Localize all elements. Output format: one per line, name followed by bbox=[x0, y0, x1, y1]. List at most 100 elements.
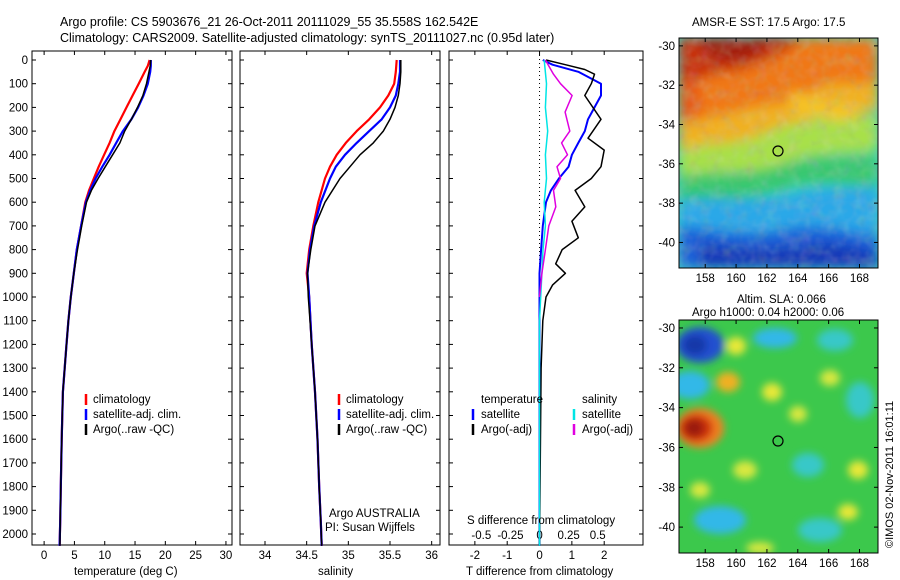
latitude-tick-label: -38 bbox=[658, 198, 675, 210]
legend-label-climatology: climatology bbox=[93, 394, 151, 406]
sst-map-axes: 158 160 162 164 166 168 -30 -32 -34 -36 -38 -40 bbox=[658, 38, 878, 285]
series-line-s-argo-adj bbox=[538, 59, 573, 298]
latitude-tick-label: -30 bbox=[658, 41, 675, 53]
depth-tick-label: 500 bbox=[9, 174, 28, 186]
depth-tick-label: 1000 bbox=[2, 292, 28, 304]
temperature-tick-label: 0 bbox=[41, 550, 47, 562]
depth-tick-label: 300 bbox=[9, 126, 28, 138]
difference-plot: -2 -1 0 1 2-0.5 -0.25 0 0.25 0.5 bbox=[449, 51, 643, 562]
argo-location-marker bbox=[772, 145, 784, 157]
legend-label-climatology: climatology bbox=[346, 394, 404, 406]
header-line1: Argo profile: CS 5903676_21 26-Oct-2011 … bbox=[60, 15, 478, 29]
temperature-tick-label: 30 bbox=[220, 550, 233, 562]
s-difference-tick-label: 0.5 bbox=[590, 530, 606, 542]
latitude-tick-label: -36 bbox=[658, 159, 675, 171]
depth-tick-label: 2000 bbox=[2, 529, 28, 541]
longitude-tick-label: 166 bbox=[819, 273, 838, 285]
salinity-axis-label: salinity bbox=[318, 566, 353, 578]
longitude-tick-label: 168 bbox=[850, 273, 869, 285]
legend-label-s-satellite: satellite bbox=[582, 409, 621, 421]
imos-credit: ©IMOS 02-Nov-2011 16:01:11 bbox=[884, 401, 896, 548]
salinity-tick-label: 34 bbox=[259, 550, 272, 562]
depth-tick-label: 1200 bbox=[2, 339, 28, 351]
longitude-tick-label: 160 bbox=[726, 273, 745, 285]
latitude-tick-label: -36 bbox=[658, 442, 675, 454]
t-difference-tick-label: 1 bbox=[569, 550, 575, 562]
s-difference-axis-label: S difference from climatology bbox=[467, 515, 615, 527]
temperature-tick-label: 20 bbox=[159, 550, 172, 562]
t-difference-tick-label: -2 bbox=[470, 550, 480, 562]
depth-tick-label: 1100 bbox=[3, 316, 28, 328]
temperature-tick-label: 15 bbox=[129, 550, 142, 562]
s-difference-tick-label: -0.25 bbox=[497, 530, 523, 542]
s-difference-tick-label: 0.25 bbox=[557, 530, 579, 542]
temperature-axis-label: temperature (deg C) bbox=[74, 566, 178, 578]
latitude-tick-label: -38 bbox=[658, 482, 675, 494]
series-line-argo-raw-qc bbox=[306, 60, 402, 546]
longitude-tick-label: 158 bbox=[696, 558, 715, 570]
latitude-tick-label: -40 bbox=[658, 237, 675, 249]
float-pi-label: PI: Susan Wijffels bbox=[325, 522, 415, 534]
latitude-tick-label: -40 bbox=[658, 522, 675, 534]
float-program-label: Argo AUSTRALIA bbox=[329, 508, 420, 520]
sla-map-frame bbox=[678, 319, 879, 554]
latitude-tick-label: -34 bbox=[658, 403, 675, 415]
t-difference-tick-label: -1 bbox=[502, 550, 512, 562]
depth-tick-label: 800 bbox=[9, 245, 28, 257]
depth-tick-label: 200 bbox=[9, 102, 28, 114]
salinity-tick-label: 36 bbox=[425, 550, 438, 562]
legend-header-salinity: salinity bbox=[582, 394, 617, 406]
latitude-tick-label: -32 bbox=[658, 80, 675, 92]
s-difference-tick-label: -0.5 bbox=[471, 530, 491, 542]
sst-map bbox=[679, 38, 878, 268]
temperature-legend: climatology satellite-adj. clim. Argo(..… bbox=[84, 394, 181, 436]
sla-map-title-line2: Argo h1000: 0.04 h2000: 0.06 bbox=[692, 307, 844, 319]
depth-tick-label: 1800 bbox=[2, 482, 28, 494]
latitude-tick-label: -34 bbox=[658, 119, 675, 131]
temperature-tick-label: 5 bbox=[71, 550, 77, 562]
salinity-plot-frame bbox=[239, 50, 441, 546]
longitude-tick-label: 160 bbox=[726, 558, 745, 570]
longitude-tick-label: 162 bbox=[757, 273, 776, 285]
depth-tick-label: 1600 bbox=[2, 434, 28, 446]
t-difference-tick-label: 2 bbox=[601, 550, 607, 562]
latitude-tick-label: -30 bbox=[658, 323, 675, 335]
series-line-t-argo-adj bbox=[538, 59, 605, 546]
depth-tick-label: 700 bbox=[9, 221, 28, 233]
header-line2: Climatology: CARS2009. Satellite-adjuste… bbox=[60, 31, 554, 45]
temperature-plot: 0 5 10 15 20 25 30 bbox=[32, 51, 232, 562]
salinity-tick-label: 34.5 bbox=[295, 550, 317, 562]
legend-label-satellite: satellite-adj. clim. bbox=[93, 409, 181, 421]
longitude-tick-label: 164 bbox=[788, 273, 808, 285]
longitude-tick-label: 162 bbox=[757, 558, 776, 570]
latitude-tick-label: -32 bbox=[658, 363, 675, 375]
depth-tick-label: 1900 bbox=[2, 505, 28, 517]
sla-map bbox=[679, 320, 878, 553]
difference-legend: temperature salinity satellite Argo(-adj… bbox=[471, 394, 633, 436]
sst-map-title: AMSR-E SST: 17.5 Argo: 17.5 bbox=[692, 17, 845, 29]
depth-tick-label: 400 bbox=[9, 150, 28, 162]
depth-tick-label: 100 bbox=[9, 79, 28, 91]
longitude-tick-label: 166 bbox=[819, 558, 838, 570]
legend-header-temperature: temperature bbox=[481, 394, 543, 406]
depth-tick-labels: 0 100 200 300 400 500 600 700 800 900 1000 1100 1200… bbox=[2, 55, 28, 541]
depth-tick-label: 1700 bbox=[2, 458, 28, 470]
legend-label-s-argo: Argo(-adj) bbox=[582, 424, 633, 436]
sla-map-title-line1: Altim. SLA: 0.066 bbox=[737, 294, 826, 306]
salinity-tick-label: 35 bbox=[342, 550, 355, 562]
argo-location-marker bbox=[772, 435, 784, 447]
longitude-tick-label: 158 bbox=[696, 273, 715, 285]
temperature-plot-frame bbox=[31, 50, 233, 546]
depth-tick-label: 1400 bbox=[2, 387, 28, 399]
salinity-legend: climatology satellite-adj. clim. Argo(..… bbox=[337, 394, 434, 436]
depth-tick-label: 0 bbox=[22, 55, 28, 67]
legend-label-satellite: satellite-adj. clim. bbox=[346, 409, 434, 421]
depth-tick-label: 1500 bbox=[2, 411, 28, 423]
legend-label-argo: Argo(..raw -QC) bbox=[346, 424, 427, 436]
depth-tick-label: 900 bbox=[9, 268, 28, 280]
series-line-s-satellite bbox=[538, 59, 549, 546]
sst-map-frame bbox=[678, 37, 879, 269]
legend-label-t-argo: Argo(-adj) bbox=[481, 424, 532, 436]
legend-label-t-satellite: satellite bbox=[481, 409, 520, 421]
